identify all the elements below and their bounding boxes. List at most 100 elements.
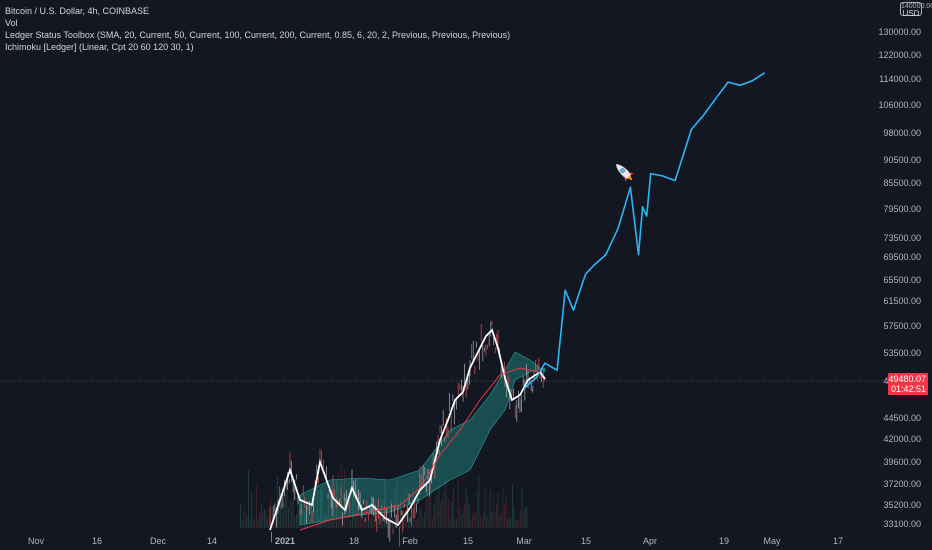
volume-bar [358, 511, 360, 528]
x-tick-label: 17 [833, 536, 843, 546]
volume-bar [499, 515, 501, 528]
volume-bar [240, 503, 241, 528]
y-tick-label: 44500.00 [883, 413, 921, 423]
volume-bar [241, 519, 243, 528]
volume-bar [435, 496, 437, 528]
currency-top-price: 140000.00 [901, 3, 932, 10]
volume-bar [286, 475, 288, 528]
currency-code: USD [902, 9, 920, 18]
y-tick-label: 33100.00 [883, 519, 921, 529]
currency-badge[interactable]: 140000.00 USD [900, 2, 932, 18]
x-tick-label: Dec [150, 536, 167, 546]
volume-bar [480, 515, 481, 528]
toolbox-indicator-label[interactable]: Ledger Status Toolbox (SMA, 20, Current,… [5, 30, 511, 40]
volume-bar [508, 516, 510, 528]
volume-bar [369, 517, 371, 528]
volume-bar [470, 519, 472, 528]
volume-bar [473, 511, 475, 528]
y-tick-label: 114000.00 [879, 74, 921, 84]
x-tick-label: May [763, 536, 781, 546]
volume-bar [363, 519, 365, 528]
x-tick-label: Feb [402, 536, 418, 546]
symbol-title[interactable]: Bitcoin / U.S. Dollar, 4h, COINBASE [5, 6, 150, 16]
last-price-value: 49480.07 [888, 374, 926, 384]
rocket-icon [615, 163, 634, 182]
time-axis[interactable]: Nov 16 Dec 14 2021 18 Feb 15 Mar 15 Apr 19 May 17 [28, 536, 843, 546]
x-tick-label: 15 [581, 536, 591, 546]
y-tick-label: 69500.00 [883, 252, 921, 262]
volume-bar [294, 517, 296, 528]
volume-bar [438, 486, 440, 528]
volume-bar [520, 510, 521, 528]
volume-bar [404, 510, 406, 528]
y-tick-label: 39600.00 [883, 457, 921, 467]
volume-bar [468, 504, 470, 528]
volume-bar [256, 485, 257, 528]
volume-bar [452, 487, 454, 528]
volume-bar [275, 517, 277, 528]
volume-bar [334, 495, 336, 528]
y-tick-label: 122000.00 [878, 50, 921, 60]
volume-bar [291, 501, 293, 528]
volume-bar [368, 519, 369, 528]
volume-bar [444, 478, 446, 528]
volume-bar [302, 509, 304, 528]
volume-bar [443, 491, 445, 528]
volume-bar [246, 516, 248, 528]
volume-bar [416, 519, 417, 528]
volume-bar [484, 486, 486, 528]
volume-bar [304, 511, 305, 528]
volume-bar [360, 491, 361, 528]
x-tick-label: 2021 [275, 536, 295, 546]
y-tick-label: 79500.00 [883, 204, 921, 214]
y-tick-label: 61500.00 [883, 296, 921, 306]
volume-bar [396, 477, 398, 528]
volume-bar [505, 493, 507, 528]
volume-bar [417, 517, 419, 528]
ichimoku-indicator-label[interactable]: Ichimoku [Ledger] (Linear, Cpt 20 60 120… [5, 42, 194, 52]
volume-indicator-label[interactable]: Vol [5, 18, 18, 28]
volume-bar [436, 495, 438, 528]
volume-bar [419, 508, 421, 528]
volume-bar [449, 518, 451, 528]
volume-bar [345, 519, 347, 528]
volume-bar [486, 515, 488, 528]
y-tick-label: 130000.00 [878, 27, 921, 37]
volume-bar [465, 486, 467, 528]
x-tick-label: 19 [719, 536, 729, 546]
price-axis[interactable]: 130000.00 122000.00 114000.00 106000.00 9800… [878, 27, 921, 529]
volume-bar [382, 499, 384, 528]
volume-bar [276, 476, 278, 528]
volume-bar [390, 497, 392, 528]
volume-bar [512, 484, 513, 528]
volume-bar [483, 511, 485, 528]
volume-bar [412, 486, 414, 528]
volume-bar [515, 519, 517, 528]
volume-bar [500, 510, 502, 528]
volume-bar [433, 504, 435, 528]
volume-bar [251, 493, 253, 528]
volume-bar [384, 480, 385, 528]
volume-bar [395, 489, 397, 528]
volume-bar [283, 503, 285, 528]
y-tick-label: 106000.00 [878, 100, 921, 110]
volume-bar [510, 518, 512, 528]
volume-bar [446, 496, 448, 528]
volume-bar [513, 506, 515, 528]
volume-bar [400, 495, 401, 528]
volume-bar [497, 493, 499, 528]
x-tick-label: 14 [207, 536, 217, 546]
volume-bar [414, 511, 416, 528]
volume-bar [459, 508, 461, 528]
volume-bar [355, 484, 357, 528]
volume-bar [324, 511, 326, 528]
volume-bar [297, 492, 299, 528]
volume-bar [427, 484, 429, 528]
projection-line [523, 72, 766, 389]
x-tick-label: 18 [349, 536, 359, 546]
volume-bar [265, 511, 267, 528]
volume-bar [430, 486, 432, 528]
volume-bar [385, 479, 387, 528]
y-tick-label: 37200.00 [883, 479, 921, 489]
